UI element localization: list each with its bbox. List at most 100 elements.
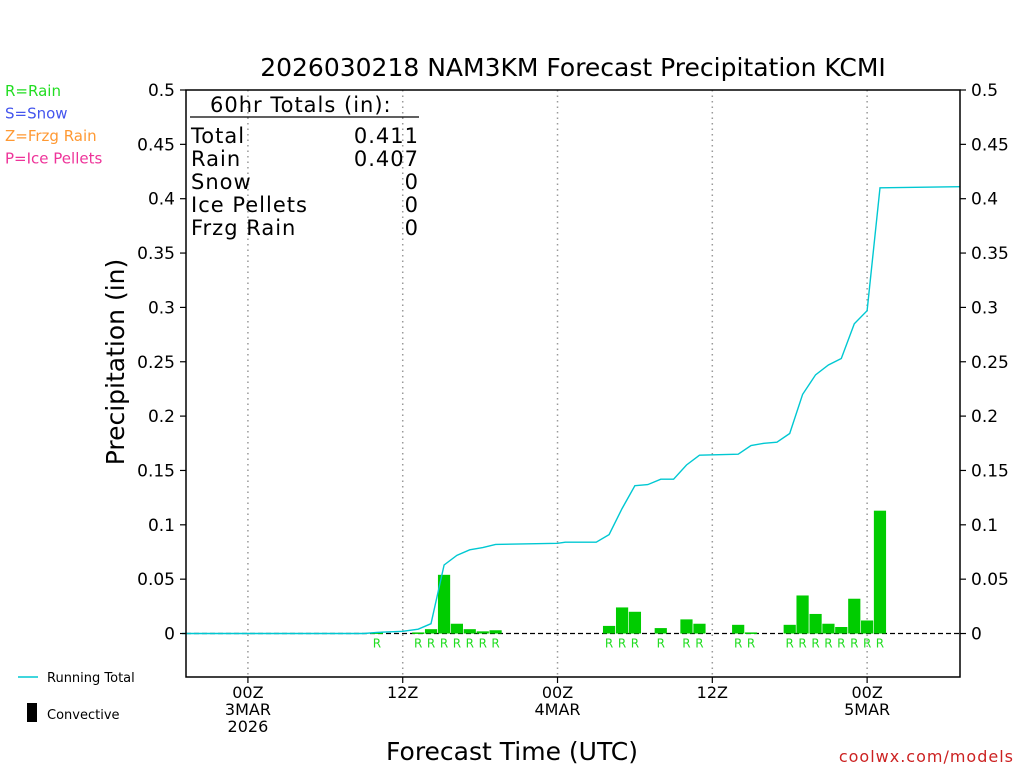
precip-type-legend-item: S=Snow [5,105,68,123]
y-tick-label-right: 0.5 [971,81,998,101]
precip-type-legend-item: R=Rain [5,82,61,100]
precip-bar [437,574,451,634]
x-tick-label: 12Z [697,683,728,702]
watermark: coolwx.com/models [839,747,1014,766]
x-tick-label: 00Z [851,683,882,702]
y-tick-label-left: 0.15 [137,461,175,481]
y-tick-label-left: 0.35 [137,244,175,264]
precip-type-label: R [863,637,871,651]
precip-type-label: R [695,637,703,651]
precip-type-label: R [618,637,626,651]
y-tick-label-right: 0.4 [971,190,998,210]
totals-row-value: 0 [405,193,419,217]
precip-bar [615,607,629,634]
precip-bar [796,595,809,634]
y-tick-label-left: 0.05 [137,570,175,590]
precip-bar [873,510,887,634]
y-tick-label-left: 0.45 [137,135,175,155]
x-tick-label: 5MAR [844,700,890,719]
y-tick-label-right: 0.25 [971,353,1009,373]
precip-type-label: R [786,637,794,651]
precip-bar [835,626,848,634]
y-tick-label-right: 0.1 [971,516,998,536]
running-total-line [182,186,961,635]
y-tick-label-right: 0 [971,625,982,645]
y-tick-label-left: 0 [164,625,175,645]
convective-legend-label: Convective [47,708,120,723]
totals-header: 60hr Totals (in): [210,93,392,117]
precip-bar [744,632,758,634]
precip-bar [628,611,642,634]
totals-row-value: 0.411 [354,124,419,148]
precip-bar [861,620,874,634]
y-axis-label: Precipitation (in) [101,259,130,466]
precip-bar [654,628,667,634]
chart-title: 2026030218 NAM3KM Forecast Precipitation… [260,53,886,82]
y-tick-label-right: 0.05 [971,570,1009,590]
precip-type-label: R [734,637,742,651]
precip-bar [424,629,438,634]
precip-type-legend: R=Rain S=Snow Z=Frzg Rain P=Ice Pellets [5,82,102,168]
x-tick-label: 2026 [228,717,269,736]
precip-type-label: R [876,637,884,651]
precip-bar [680,619,693,634]
precip-type-label: R [837,637,845,651]
precip-bar [450,623,463,634]
x-tick-label: 4MAR [534,700,580,719]
y-tick-label-left: 0.25 [137,353,175,373]
precip-type-label: R [427,637,435,651]
plot-frame [185,89,961,678]
totals-row-name: Ice Pellets [191,193,308,217]
precip-type-legend-item: P=Ice Pellets [5,150,102,168]
precip-bar [822,623,835,634]
precip-bar [412,632,425,634]
totals-row-value: 0 [405,170,419,194]
totals-box: 60hr Totals (in): Total 0.411 Rain 0.407 Snow… [190,93,419,240]
precip-type-label: R [850,637,858,651]
totals-row-value: 0.407 [354,147,419,171]
precip-type-label: R [440,637,448,651]
precip-type-legend-item: Z=Frzg Rain [5,127,97,145]
totals-row-name: Total [190,124,245,148]
precip-bar [602,625,616,634]
precip-type-label: R [605,637,613,651]
gridlines [186,90,960,677]
running-total-series [182,186,961,635]
y-axis: 0 00.05 0.050.1 0.10.15 0.150.2 0.20.25 0.250.… [137,81,1009,645]
x-tick-label: 00Z [542,683,573,702]
precip-type-label: R [657,637,665,651]
precip-type-label: R [811,637,819,651]
x-tick-label: 3MAR [225,700,271,719]
x-axis-label: Forecast Time (UTC) [386,737,638,766]
totals-row-name: Snow [191,170,252,194]
bar-series [370,510,887,634]
x-tick-label: 12Z [387,683,418,702]
precip-bar [783,624,796,634]
y-tick-label-right: 0.45 [971,135,1009,155]
series-legend: Running Total Convective [18,671,135,723]
totals-row-name: Frzg Rain [191,216,296,240]
y-tick-label-right: 0.35 [971,244,1009,264]
y-tick-label-right: 0.2 [971,407,998,427]
precip-bar [848,598,861,634]
precip-type-label: R [491,637,499,651]
precip-type-label: R [631,637,639,651]
y-tick-label-right: 0.15 [971,461,1009,481]
y-tick-label-left: 0.1 [148,516,175,536]
y-tick-label-left: 0.3 [148,298,175,318]
precip-type-label: R [479,637,487,651]
precip-bar [809,613,822,634]
totals-row-name: Rain [191,147,241,171]
precip-type-label: R [466,637,474,651]
precip-type-label: R [824,637,832,651]
convective-legend-swatch [27,703,37,722]
totals-row-value: 0 [405,216,419,240]
y-tick-label-left: 0.2 [148,407,175,427]
precip-type-label: R [682,637,690,651]
precip-bar [476,631,489,634]
y-tick-label-left: 0.4 [148,190,175,210]
precip-bar [732,624,745,634]
